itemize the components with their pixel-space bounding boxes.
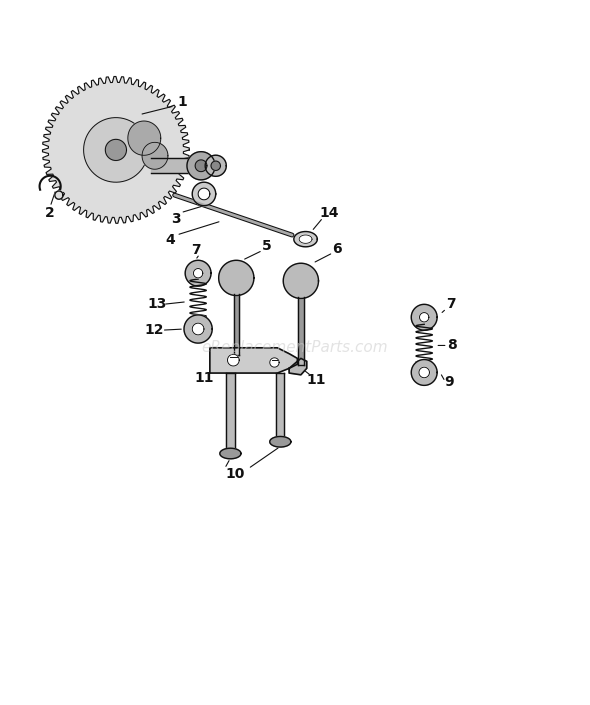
Text: eReplacementParts.com: eReplacementParts.com [202,341,388,355]
Text: 8: 8 [447,338,457,352]
Text: 2: 2 [45,206,55,220]
Polygon shape [219,260,254,295]
Polygon shape [298,298,303,365]
Text: 10: 10 [225,467,245,481]
Text: 1: 1 [178,95,187,109]
Polygon shape [234,295,239,355]
Polygon shape [411,360,437,386]
Polygon shape [419,367,430,378]
Polygon shape [192,323,204,335]
Polygon shape [142,142,168,169]
Polygon shape [128,121,160,155]
Polygon shape [276,373,284,442]
Polygon shape [294,231,317,247]
Text: 5: 5 [262,239,271,253]
Polygon shape [185,260,211,286]
Text: 4: 4 [166,233,175,247]
Text: 12: 12 [145,323,165,337]
Text: 13: 13 [148,298,167,312]
Polygon shape [289,358,307,375]
Polygon shape [106,140,126,161]
Polygon shape [42,77,189,223]
Text: 3: 3 [172,212,181,226]
Polygon shape [411,305,437,330]
Polygon shape [211,161,221,171]
Text: 14: 14 [319,207,339,221]
Polygon shape [227,373,234,453]
Polygon shape [194,269,203,278]
Text: 9: 9 [445,375,454,389]
Polygon shape [195,160,207,171]
Polygon shape [270,357,279,367]
Polygon shape [55,191,63,200]
Text: 11: 11 [194,372,214,386]
Polygon shape [299,235,312,243]
Polygon shape [187,152,215,180]
Polygon shape [283,263,319,298]
Polygon shape [220,448,241,459]
Polygon shape [210,348,297,373]
Polygon shape [270,436,291,447]
Polygon shape [151,158,210,173]
Text: 11: 11 [306,372,326,386]
Text: 7: 7 [447,298,456,312]
Text: 7: 7 [192,243,201,257]
Text: 6: 6 [333,242,342,255]
Polygon shape [228,354,239,366]
Polygon shape [84,118,148,182]
Polygon shape [419,312,429,322]
Polygon shape [205,155,227,176]
Polygon shape [198,188,210,200]
Polygon shape [192,182,216,206]
Polygon shape [184,315,212,343]
